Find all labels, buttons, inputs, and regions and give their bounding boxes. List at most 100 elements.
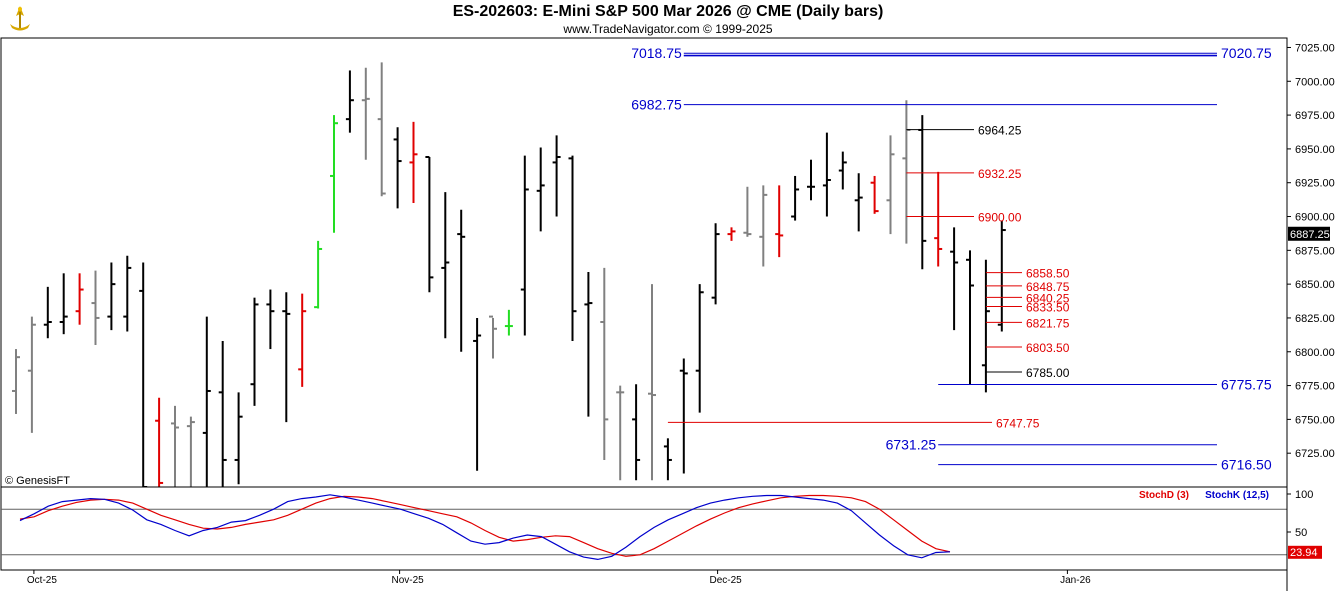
level-label: 7018.75 xyxy=(631,45,682,61)
ohlc-bar xyxy=(552,135,561,217)
ohlc-bar xyxy=(854,173,863,232)
ohlc-bar xyxy=(186,416,195,487)
ohlc-bar xyxy=(202,316,211,487)
ohlc-bar xyxy=(59,273,68,335)
trade-navigator-logo-icon xyxy=(4,2,36,34)
level-label: 6803.50 xyxy=(1026,341,1070,355)
level-label: 6747.75 xyxy=(996,416,1040,430)
price-tick-label: 6750.00 xyxy=(1295,414,1335,426)
last-price-label: 6887.25 xyxy=(1290,229,1330,241)
ohlc-bar xyxy=(838,151,847,190)
price-tick-label: 6775.00 xyxy=(1295,381,1335,393)
ohlc-bar xyxy=(663,438,672,481)
ohlc-bar xyxy=(409,121,418,203)
level-label: 6785.00 xyxy=(1026,366,1070,380)
level-label: 6840.25 xyxy=(1026,291,1070,305)
ohlc-bar xyxy=(298,293,307,387)
ohlc-bar xyxy=(250,297,259,406)
ohlc-bar xyxy=(457,209,466,352)
ohlc-bar xyxy=(12,349,20,414)
price-tick-label: 6875.00 xyxy=(1295,245,1335,257)
time-tick-label: Oct-25 xyxy=(27,575,57,586)
chart-title: ES-202603: E-Mini S&P 500 Mar 2026 @ CME… xyxy=(452,3,884,20)
price-tick-label: 6975.00 xyxy=(1295,110,1335,122)
chart-subtitle: www.TradeNavigator.com © 1999-2025 xyxy=(563,22,773,36)
ohlc-bar xyxy=(695,284,704,413)
ohlc-bar xyxy=(489,315,497,359)
ohlc-bar xyxy=(679,358,688,474)
ohlc-bar xyxy=(934,171,943,267)
stochastic-panel: 50 100 23.94 xyxy=(0,486,1322,571)
stochastic-tick-label: 100 xyxy=(1295,489,1313,501)
price-tick-label: 6725.00 xyxy=(1295,448,1335,460)
ohlc-bar xyxy=(345,70,354,133)
ohlc-bar xyxy=(870,175,879,214)
level-label: 6932.25 xyxy=(978,167,1022,181)
price-tick-label: 6850.00 xyxy=(1295,279,1335,291)
ohlc-bar xyxy=(43,286,52,339)
level-label: 6848.75 xyxy=(1026,280,1070,294)
stochd-legend: StochD (3) xyxy=(1139,490,1189,501)
ohlc-bar xyxy=(520,155,529,336)
ohlc-bar xyxy=(743,186,752,237)
level-label: 7020.75 xyxy=(1221,45,1272,61)
ohlc-bar xyxy=(997,220,1006,332)
ohlc-bar xyxy=(807,159,815,201)
watermark-text: © GenesisFT xyxy=(5,475,70,487)
last-price-badge xyxy=(1288,226,1330,241)
level-label: 6858.50 xyxy=(1026,267,1070,281)
price-tick-label: 6825.00 xyxy=(1295,313,1335,325)
ohlc-bar xyxy=(441,192,450,339)
price-tick-label: 6900.00 xyxy=(1295,212,1335,224)
level-label: 6964.25 xyxy=(978,124,1022,138)
ohlc-bar xyxy=(600,267,609,460)
price-tick-label: 7025.00 xyxy=(1295,42,1335,54)
time-tick-label: Dec-25 xyxy=(709,575,742,586)
stochastic-tick-label: 50 xyxy=(1295,527,1307,539)
price-tick-label: 6800.00 xyxy=(1295,347,1335,359)
time-tick-label: Nov-25 xyxy=(391,575,424,586)
ohlc-bar xyxy=(155,397,164,487)
price-panel: 6725.00 6750.00 6775.00 6800.00 6825.00 6850.… xyxy=(0,37,1335,488)
ohlc-bar xyxy=(361,67,370,160)
ohlc-bar xyxy=(950,227,959,331)
ohlc-bar xyxy=(632,384,641,481)
price-bars xyxy=(12,62,1006,487)
ohlc-bar xyxy=(966,250,974,385)
ohlc-bar xyxy=(727,227,736,241)
level-label: 6900.00 xyxy=(978,211,1022,225)
price-frame xyxy=(0,37,1288,488)
ohlc-bar xyxy=(759,185,768,267)
level-label: 6833.50 xyxy=(1026,300,1070,314)
ohlc-bar xyxy=(171,405,179,487)
ohlc-bar xyxy=(139,262,148,487)
level-label: 6821.75 xyxy=(1026,316,1070,330)
ohlc-bar xyxy=(584,271,593,417)
ohlc-bar xyxy=(234,392,243,485)
ohlc-bar xyxy=(314,240,323,309)
price-tick-label: 7000.00 xyxy=(1295,76,1335,88)
level-label: 6982.75 xyxy=(631,97,682,113)
ohlc-bar xyxy=(648,284,656,481)
price-tick-label: 6925.00 xyxy=(1295,178,1335,190)
ohlc-bar xyxy=(377,62,386,197)
stochastic-value-badge xyxy=(1288,545,1322,559)
ohlc-bar xyxy=(266,289,275,350)
ohlc-bar xyxy=(473,317,482,471)
level-label: 6731.25 xyxy=(886,437,937,453)
ohlc-bar xyxy=(218,340,227,487)
ohlc-bar xyxy=(107,262,116,331)
stochastic-frame xyxy=(0,486,1288,571)
stochd-line xyxy=(19,494,951,557)
stochastic-value-label: 23.94 xyxy=(1290,547,1318,559)
ohlc-bar xyxy=(711,223,720,305)
ohlc-bar xyxy=(536,147,545,232)
ohlc-bar xyxy=(393,127,402,209)
ohlc-bar xyxy=(282,292,291,423)
ohlc-bar xyxy=(981,259,990,393)
level-label: 6775.75 xyxy=(1221,377,1272,393)
ohlc-bar xyxy=(775,185,784,258)
ohlc-bar xyxy=(330,115,338,233)
ohlc-bar xyxy=(616,385,625,481)
